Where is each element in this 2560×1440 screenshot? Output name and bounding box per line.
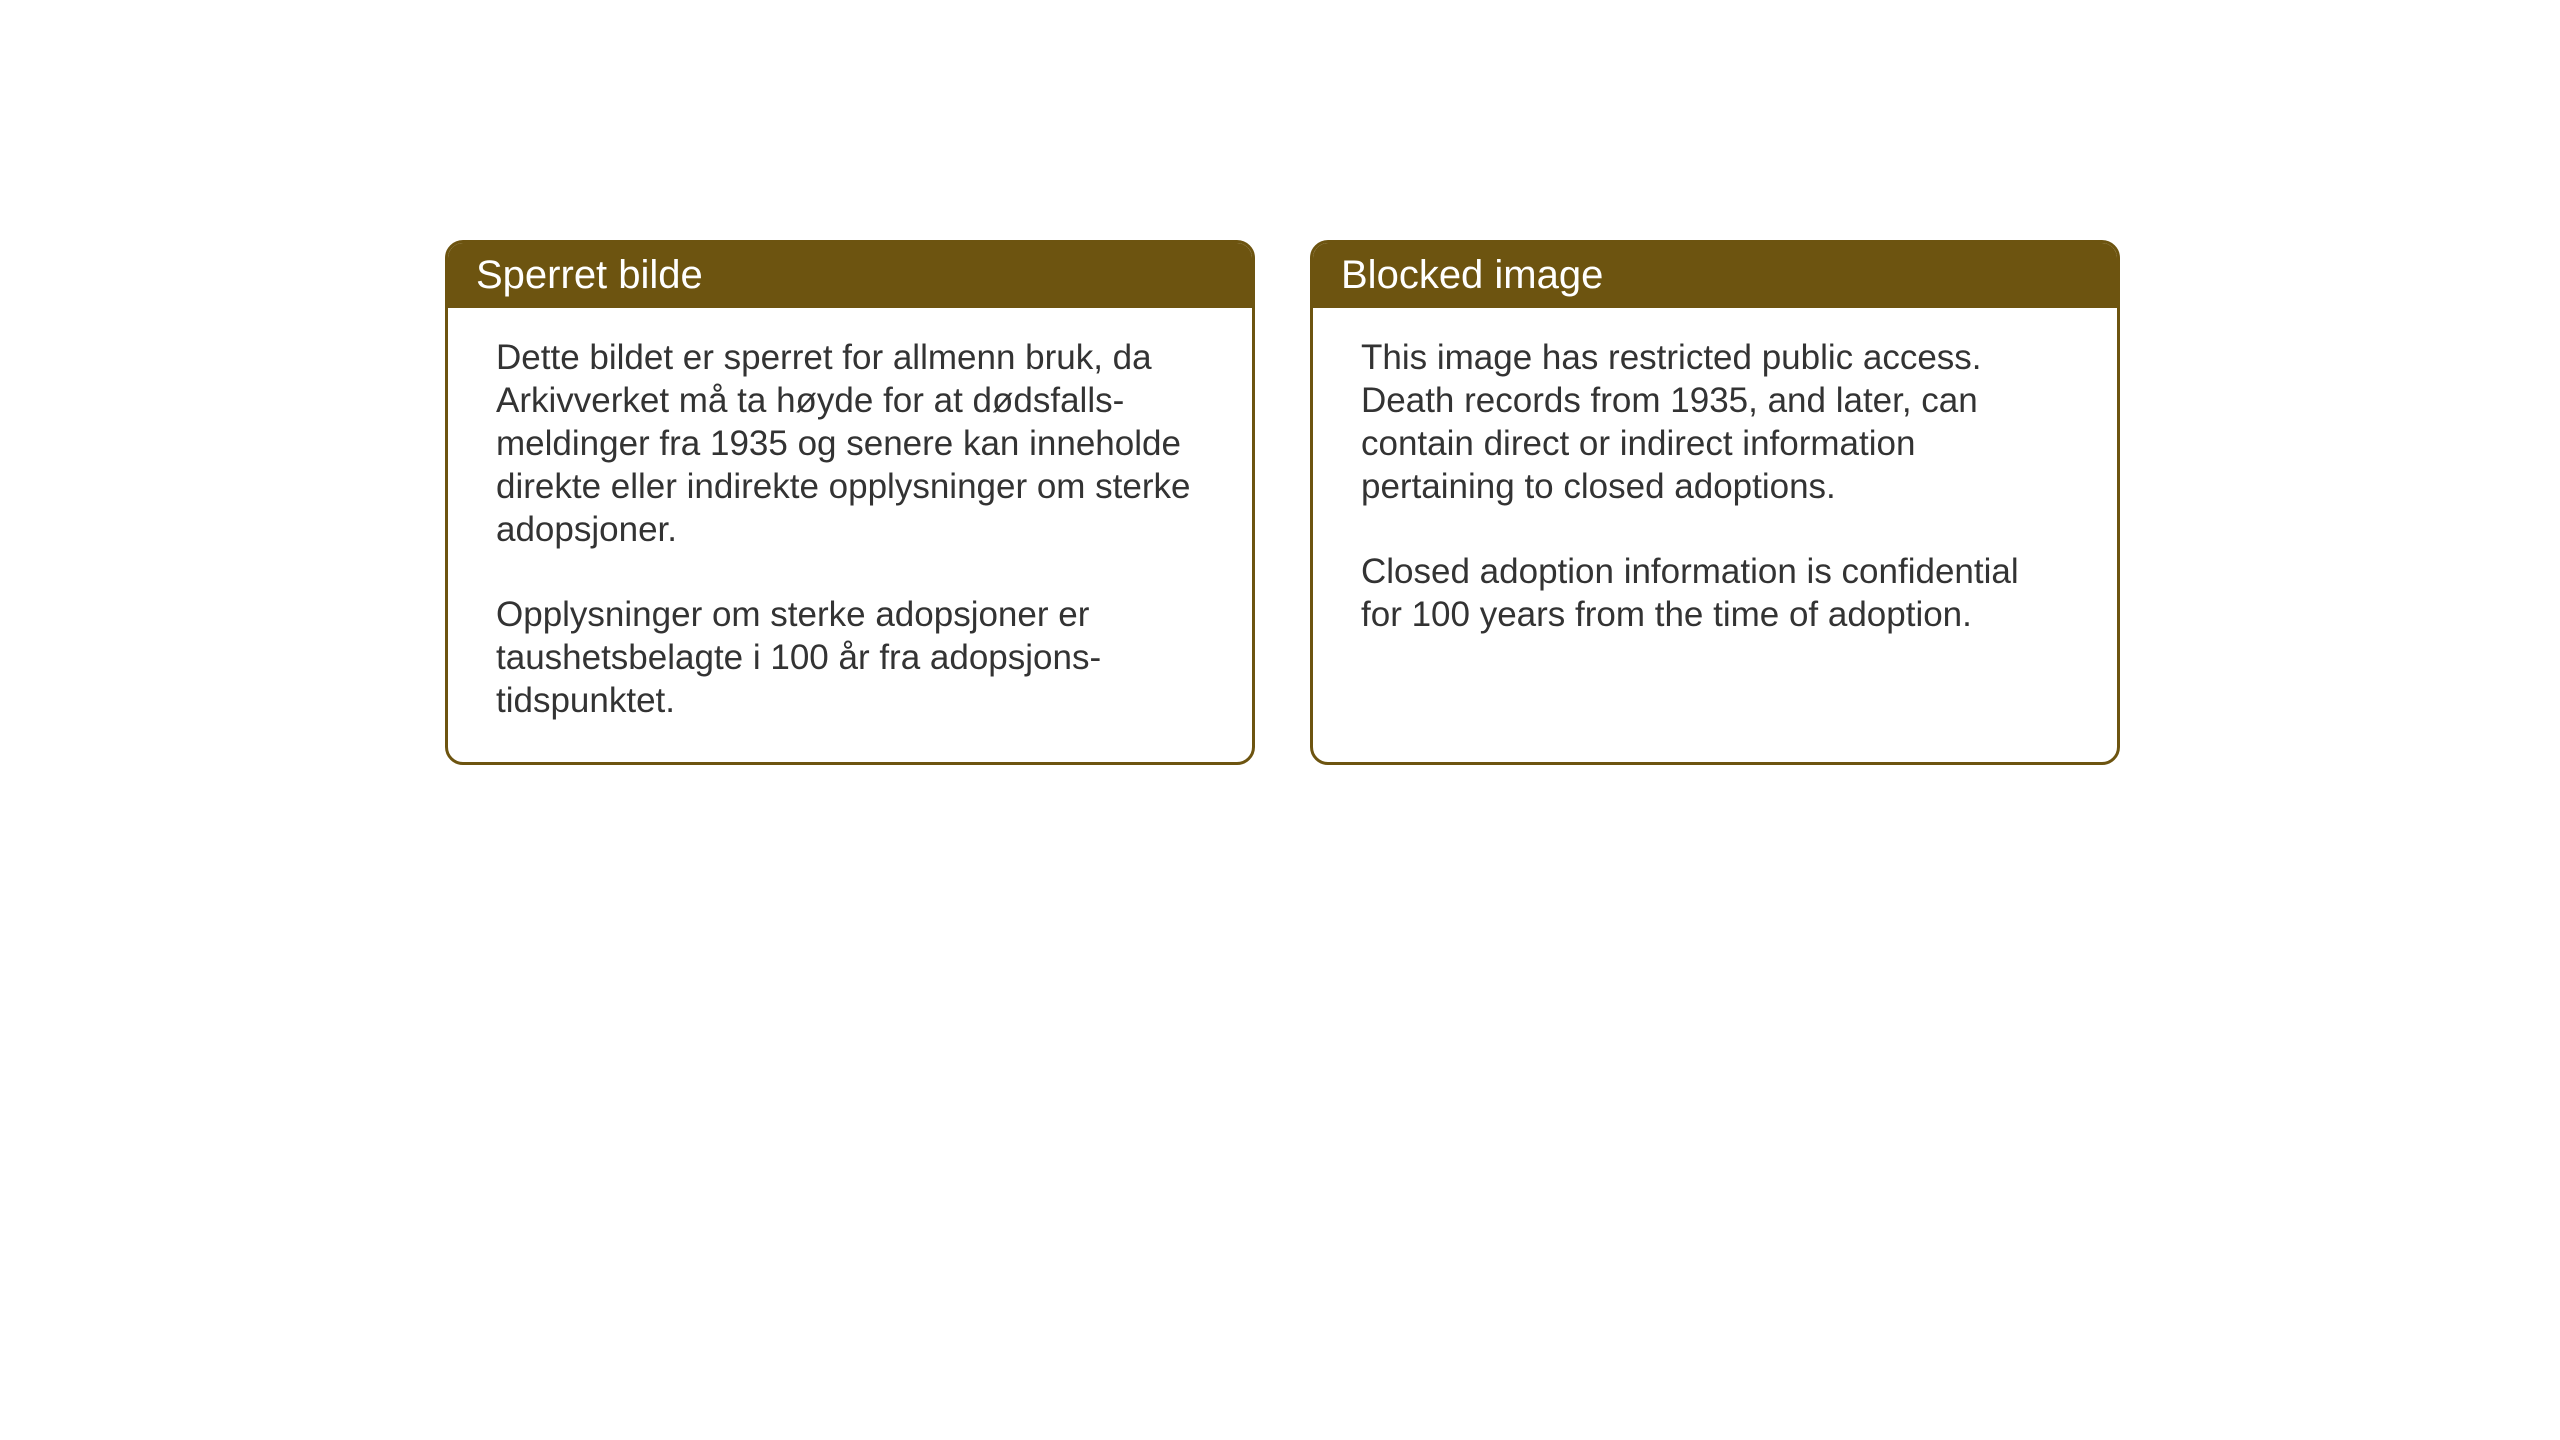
- card-header-english: Blocked image: [1313, 243, 2117, 308]
- paragraph-english-1: This image has restricted public access.…: [1361, 336, 2069, 508]
- paragraph-norwegian-2: Opplysninger om sterke adopsjoner er tau…: [496, 593, 1204, 722]
- paragraph-norwegian-1: Dette bildet er sperret for allmenn bruk…: [496, 336, 1204, 551]
- paragraph-english-2: Closed adoption information is confident…: [1361, 550, 2069, 636]
- card-title-english: Blocked image: [1341, 253, 1603, 297]
- card-body-norwegian: Dette bildet er sperret for allmenn bruk…: [448, 308, 1252, 762]
- card-title-norwegian: Sperret bilde: [476, 253, 703, 297]
- cards-container: Sperret bilde Dette bildet er sperret fo…: [445, 240, 2120, 765]
- card-english: Blocked image This image has restricted …: [1310, 240, 2120, 765]
- card-norwegian: Sperret bilde Dette bildet er sperret fo…: [445, 240, 1255, 765]
- card-body-english: This image has restricted public access.…: [1313, 308, 2117, 676]
- card-header-norwegian: Sperret bilde: [448, 243, 1252, 308]
